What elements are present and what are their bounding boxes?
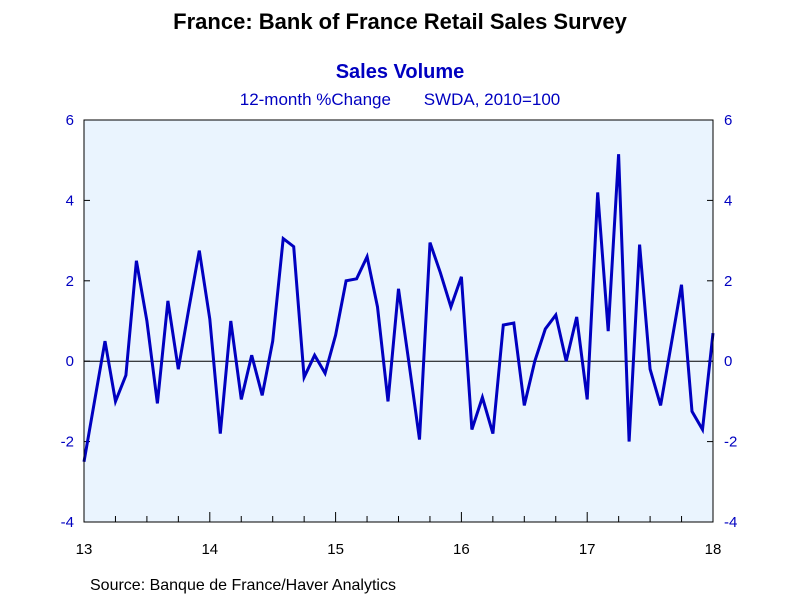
series-line	[82, 154, 715, 462]
y-tick-label-right: -2	[724, 434, 737, 451]
y-tick-label-right: 0	[724, 353, 732, 370]
x-axis: 13 14 15 16 17 18	[76, 512, 722, 558]
y-tick-label-left: 0	[66, 353, 74, 370]
x-tick-label: 14	[201, 541, 218, 558]
x-tick-label: 16	[453, 541, 470, 558]
x-tick-label: 15	[327, 541, 344, 558]
chart-title: Sales Volume	[335, 61, 465, 83]
source-note: Source: Banque de France/Haver Analytics	[90, 577, 396, 594]
y-tick-label-left: 2	[66, 273, 74, 290]
y-tick-label-left: 6	[66, 112, 74, 129]
y-axis-right: 6 4 2 0 -2 -4	[707, 112, 737, 531]
x-tick-label: 17	[579, 541, 596, 558]
units-note: 12-month %Change	[239, 90, 391, 109]
x-tick-label: 13	[76, 541, 93, 558]
y-tick-label-right: -4	[724, 514, 737, 531]
series-note: 12-month %Change SWDA, 2010=100	[0, 90, 800, 110]
y-tick-label-left: -2	[61, 434, 74, 451]
y-tick-label-left: 4	[66, 192, 74, 209]
y-tick-label-right: 2	[724, 273, 732, 290]
y-tick-label-right: 4	[724, 192, 732, 209]
plot-frame	[83, 119, 714, 523]
x-tick-label: 18	[705, 541, 722, 558]
basis-note: SWDA, 2010=100	[423, 90, 561, 109]
y-tick-label-right: 6	[724, 112, 732, 129]
y-axis-left: 6 4 2 0 -2 -4	[61, 112, 90, 531]
page-title: France: Bank of France Retail Sales Surv…	[173, 9, 627, 34]
y-tick-label-left: -4	[61, 514, 74, 531]
